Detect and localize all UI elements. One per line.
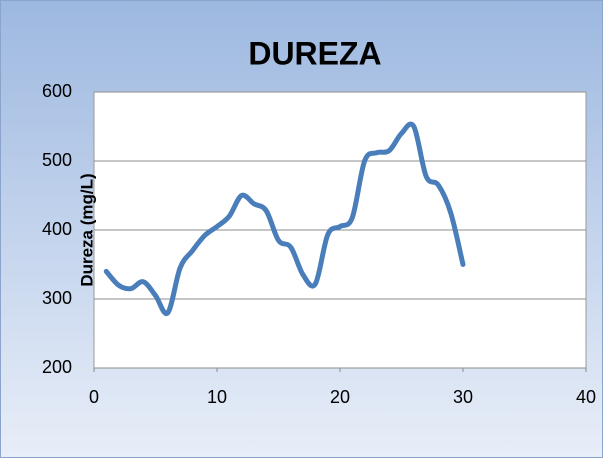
x-tick-label: 30 (453, 387, 473, 407)
y-tick-label: 400 (42, 219, 72, 239)
x-tick-label: 40 (576, 387, 596, 407)
y-tick-label: 600 (42, 81, 72, 101)
x-tick-label: 0 (89, 387, 99, 407)
y-tick-label: 500 (42, 150, 72, 170)
y-axis-label: Dureza (mg/L) (77, 173, 96, 286)
y-tick-label: 200 (42, 357, 72, 377)
y-tick-label: 300 (42, 288, 72, 308)
data-line (103, 121, 466, 317)
x-tick-label: 20 (330, 387, 350, 407)
chart-title: DUREZA (248, 35, 381, 71)
x-tick-label: 10 (207, 387, 227, 407)
